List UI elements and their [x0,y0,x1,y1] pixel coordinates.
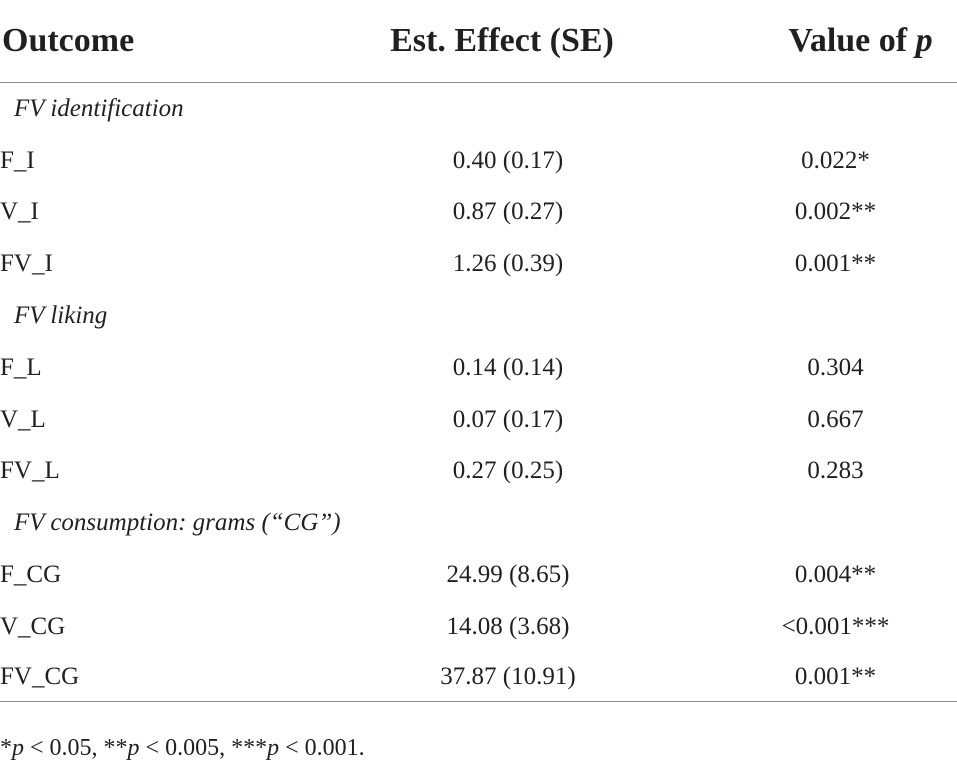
section-row: FV identification [0,83,957,135]
outcome-cell: F_L [0,353,42,381]
outcome-cell: V_I [0,198,39,226]
outcome-cell: F_CG [0,561,62,589]
p-value-cell: 0.001** [714,652,957,702]
p-value-cell: 0.002** [794,198,877,226]
p-value-cell: 0.667 [807,405,864,433]
section-title: FV consumption: grams (“CG”) [14,509,341,537]
outcome-cell: FV_I [0,250,53,278]
results-table: Outcome Est. Effect (SE) Value of p FV i… [0,0,957,702]
p-value-cell: 0.283 [807,457,864,485]
footnote-threshold: < 0.001. [279,735,365,761]
p-value-cell: 0.004** [794,561,877,589]
table-row: V_L 0.07 (0.17) 0.667 [0,394,957,446]
effect-cell: 0.27 (0.25) [452,457,564,485]
effect-cell: 0.07 (0.17) [452,405,564,433]
header-row: Outcome Est. Effect (SE) Value of p [0,0,957,83]
outcome-cell: V_CG [0,612,66,640]
header-effect: Est. Effect (SE) [302,0,714,83]
p-value-cell: <0.001*** [781,612,890,640]
table-row: F_CG 24.99 (8.65) 0.004** [0,549,957,601]
outcome-cell: FV_L [0,457,60,485]
footnote-threshold: < 0.005, [139,735,232,761]
outcome-cell: FV_CG [0,652,302,702]
outcome-cell: V_L [0,405,46,433]
footnote-star: ** [103,735,128,761]
header-p-symbol: p [915,22,933,59]
outcome-cell: F_I [0,146,35,174]
footnote-p: p [12,735,24,761]
p-value-cell: 0.304 [807,353,864,381]
table-row: FV_L 0.27 (0.25) 0.283 [0,446,957,498]
table-row: FV_I 1.26 (0.39) 0.001** [0,238,957,290]
header-outcome: Outcome [0,0,302,83]
footnote-star: * [0,735,12,761]
effect-cell: 0.14 (0.14) [452,353,564,381]
effect-cell: 37.87 (10.91) [302,652,714,702]
table-footnote: *p < 0.05, **p < 0.005, ***p < 0.001. [0,735,365,762]
footnote-p: p [127,735,140,761]
section-row: FV consumption: grams (“CG”) [0,497,957,549]
section-title: FV liking [14,302,108,330]
section-row: FV liking [0,290,957,342]
effect-cell: 1.26 (0.39) [452,250,564,278]
effect-cell: 24.99 (8.65) [446,561,570,589]
p-value-cell: 0.022* [801,146,870,174]
footnote-p: p [267,735,280,761]
effect-cell: 14.08 (3.68) [446,612,570,640]
effect-cell: 0.40 (0.17) [452,146,564,174]
table-row: V_CG 14.08 (3.68) <0.001*** [0,601,957,653]
p-value-cell: 0.001** [794,250,877,278]
header-p-prefix: Value of [788,22,916,59]
footnote-threshold: < 0.05, [24,735,104,761]
effect-cell: 0.87 (0.27) [452,198,564,226]
footnote-star: *** [231,735,268,761]
section-title: FV identification [14,94,184,122]
table-row: FV_CG 37.87 (10.91) 0.001** [0,652,957,702]
table-row: F_I 0.40 (0.17) 0.022* [0,135,957,187]
table-row: F_L 0.14 (0.14) 0.304 [0,342,957,394]
header-p-value: Value of p [714,0,957,83]
table-row: V_I 0.87 (0.27) 0.002** [0,187,957,239]
